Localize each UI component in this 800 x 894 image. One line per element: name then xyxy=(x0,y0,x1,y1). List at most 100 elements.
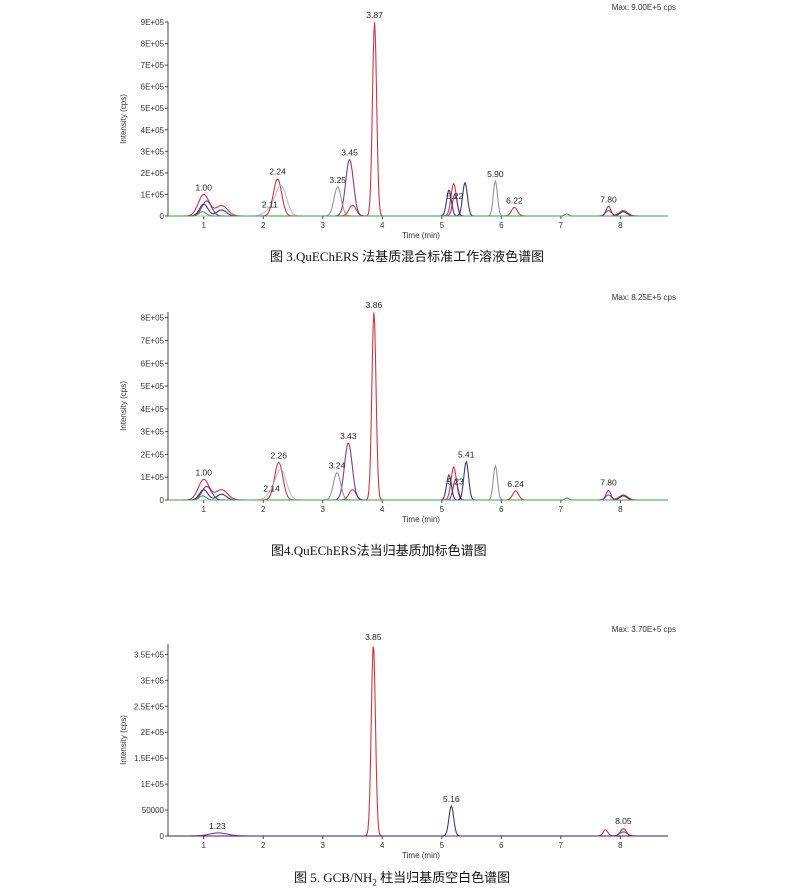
x-tick-label: 6 xyxy=(499,221,504,230)
x-tick-label: 8 xyxy=(618,221,623,230)
peak-label: 2.24 xyxy=(269,166,286,176)
y-tick-label: 1E+05 xyxy=(141,190,165,199)
y-tick-label: 4E+05 xyxy=(141,405,165,414)
y-tick-label: 8E+05 xyxy=(141,314,165,323)
x-tick-label: 5 xyxy=(440,841,445,850)
x-tick-label: 1 xyxy=(201,221,206,230)
x-tick-label: 1 xyxy=(201,841,206,850)
peak-label: 2.26 xyxy=(270,450,287,460)
y-tick-label: 5E+05 xyxy=(141,104,165,113)
figure-5-caption-tail: 柱当归基质空白色谱图 xyxy=(376,870,511,885)
trace-line-lightgray xyxy=(168,468,668,501)
peak-label: 3.43 xyxy=(340,431,357,441)
x-axis-label: Time (min) xyxy=(402,851,440,860)
chromatogram-fig3: 0 1E+05 2E+05 3E+05 4E+05 5E+05 6E+05 7E+05 8E+0… xyxy=(119,3,676,240)
x-tick-label: 5 xyxy=(440,221,445,230)
peak-label: 3.45 xyxy=(341,148,358,158)
x-tick-label: 4 xyxy=(380,841,385,850)
peak-label: 3.87 xyxy=(366,10,383,20)
peak-label: 5.41 xyxy=(458,450,475,460)
x-axis-label: Time (min) xyxy=(402,515,440,524)
y-tick-label: 2E+05 xyxy=(141,728,165,737)
x-tick-label: 4 xyxy=(380,505,385,514)
x-tick-label: 7 xyxy=(559,841,564,850)
peak-label: 7.80 xyxy=(600,478,617,488)
y-tick-label: 5E+05 xyxy=(141,382,165,391)
y-axis-label: Intensity (cps) xyxy=(119,381,128,431)
y-tick-label: 4E+05 xyxy=(141,126,165,135)
y-tick-label: 2E+05 xyxy=(141,450,165,459)
x-tick-label: 3 xyxy=(321,841,326,850)
peak-label: 6.24 xyxy=(507,479,524,489)
x-tick-label: 5 xyxy=(440,505,445,514)
x-tick-label: 3 xyxy=(321,505,326,514)
y-tick-label: 0 xyxy=(160,832,165,841)
trace-line-lightgray xyxy=(168,184,668,217)
peak-label: 3.25 xyxy=(329,175,346,185)
x-tick-label: 7 xyxy=(559,505,564,514)
trace-line-purple xyxy=(168,442,668,501)
y-tick-label: 50000 xyxy=(142,806,165,815)
peak-label: 1.00 xyxy=(195,182,212,192)
y-tick-label: 1.5E+05 xyxy=(134,754,165,763)
figure-5-caption-main: 图 5. GCB/NH xyxy=(294,870,373,885)
trace-line-purple xyxy=(168,158,668,217)
x-tick-label: 6 xyxy=(499,505,504,514)
max-intensity-label: Max: 3.70E+5 cps xyxy=(612,625,676,634)
peak-label: 2.14 xyxy=(263,483,280,493)
trace-line-green xyxy=(168,211,668,217)
x-tick-label: 3 xyxy=(321,221,326,230)
y-tick-label: 0 xyxy=(160,496,165,505)
peak-label: 3.24 xyxy=(329,461,346,471)
peak-label: 3.86 xyxy=(366,300,383,310)
y-tick-label: 3.5E+05 xyxy=(134,650,165,659)
x-tick-label: 6 xyxy=(499,841,504,850)
trace-line-purple xyxy=(168,828,668,837)
x-tick-label: 1 xyxy=(201,505,206,514)
y-tick-label: 3E+05 xyxy=(141,147,165,156)
peak-label: 7.80 xyxy=(600,194,617,204)
trace-line-green xyxy=(168,495,668,501)
y-tick-label: 0 xyxy=(160,212,165,221)
chromatogram-fig4: 0 1E+05 2E+05 3E+05 4E+05 5E+05 6E+05 7E+05 8E+0… xyxy=(119,293,676,524)
x-tick-label: 7 xyxy=(559,221,564,230)
y-tick-label: 7E+05 xyxy=(141,336,165,345)
trace-line-red xyxy=(168,646,668,837)
trace-line-gray xyxy=(168,464,668,501)
peak-label: 8.05 xyxy=(615,816,632,826)
x-tick-label: 8 xyxy=(618,505,623,514)
y-tick-label: 6E+05 xyxy=(141,359,165,368)
peak-label: 5.90 xyxy=(487,169,504,179)
x-tick-label: 2 xyxy=(261,505,266,514)
x-axis-label: Time (min) xyxy=(402,231,440,240)
x-tick-label: 2 xyxy=(261,841,266,850)
peak-label: 5.16 xyxy=(443,794,460,804)
figure-4-caption: 图4.QuEChERS法当归基质加标色谱图 xyxy=(271,543,487,558)
peak-label: 3.85 xyxy=(365,632,382,642)
trace-line-red xyxy=(168,22,668,217)
peak-label: 1.23 xyxy=(209,821,226,831)
y-tick-label: 1E+05 xyxy=(141,473,165,482)
y-tick-label: 9E+05 xyxy=(141,18,165,27)
y-tick-label: 7E+05 xyxy=(141,61,165,70)
y-tick-label: 2.5E+05 xyxy=(134,702,165,711)
y-tick-label: 2E+05 xyxy=(141,169,165,178)
peak-label: 6.22 xyxy=(506,195,523,205)
x-tick-label: 2 xyxy=(261,221,266,230)
max-intensity-label: Max: 8.25E+5 cps xyxy=(612,293,676,302)
y-tick-label: 6E+05 xyxy=(141,83,165,92)
trace-line-navy xyxy=(168,460,668,501)
peak-label: 1.00 xyxy=(195,467,212,477)
max-intensity-label: Max: 9.00E+5 cps xyxy=(612,3,676,12)
figure-5-caption: 图 5. GCB/NH2 柱当归基质空白色谱图 xyxy=(294,867,510,888)
x-tick-label: 8 xyxy=(618,841,623,850)
trace-line-navy xyxy=(168,182,668,217)
y-tick-label: 3E+05 xyxy=(141,428,165,437)
peak-label: 5.22 xyxy=(447,191,464,201)
trace-line-gray xyxy=(168,179,668,217)
y-tick-label: 8E+05 xyxy=(141,40,165,49)
figure-3-caption: 图 3.QuEChERS 法基质混合标准工作溶液色谱图 xyxy=(270,249,545,264)
y-axis-label: Intensity (cps) xyxy=(119,715,128,765)
y-axis-label: Intensity (cps) xyxy=(119,94,128,144)
